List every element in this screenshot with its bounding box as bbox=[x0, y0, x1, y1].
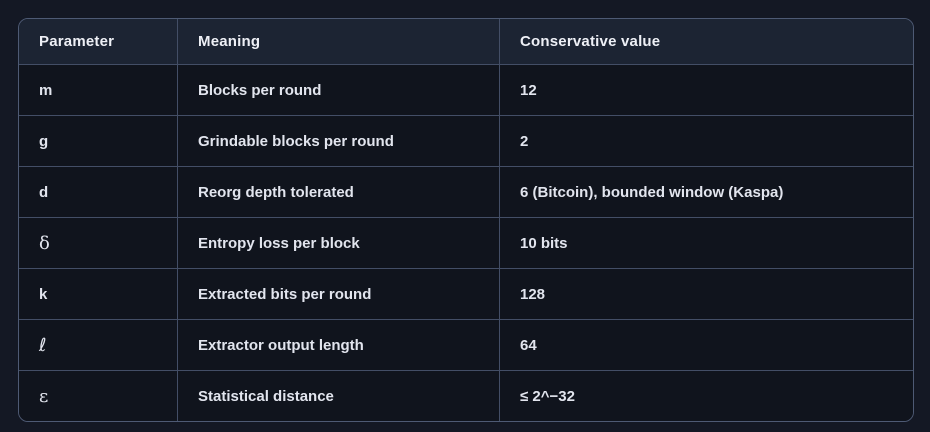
column-header-conservative-value: Conservative value bbox=[499, 19, 913, 64]
table-row: g Grindable blocks per round 2 bbox=[19, 115, 913, 166]
table-row: δ Entropy loss per block 10 bits bbox=[19, 217, 913, 268]
cell-value: 64 bbox=[499, 320, 913, 370]
cell-value: 128 bbox=[499, 269, 913, 319]
cell-parameter: ℓ bbox=[39, 334, 47, 356]
table-row: ℓ Extractor output length 64 bbox=[19, 319, 913, 370]
table-header-row: Parameter Meaning Conservative value bbox=[19, 19, 913, 64]
table-row: ε Statistical distance ≤ 2^−32 bbox=[19, 370, 913, 421]
cell-value: 10 bits bbox=[499, 218, 913, 268]
cell-parameter: k bbox=[39, 285, 48, 303]
table-row: k Extracted bits per round 128 bbox=[19, 268, 913, 319]
column-header-parameter: Parameter bbox=[39, 33, 115, 50]
cell-meaning: Reorg depth tolerated bbox=[177, 167, 499, 217]
cell-parameter: g bbox=[39, 132, 49, 150]
cell-value: 6 (Bitcoin), bounded window (Kaspa) bbox=[499, 167, 913, 217]
parameters-table: Parameter Meaning Conservative value m B… bbox=[18, 18, 914, 422]
cell-value: 2 bbox=[499, 116, 913, 166]
table-row: d Reorg depth tolerated 6 (Bitcoin), bou… bbox=[19, 166, 913, 217]
cell-value: ≤ 2^−32 bbox=[499, 371, 913, 421]
table-body: m Blocks per round 12 g Grindable blocks… bbox=[19, 64, 913, 421]
cell-meaning: Grindable blocks per round bbox=[177, 116, 499, 166]
cell-value: 12 bbox=[499, 65, 913, 115]
cell-parameter: d bbox=[39, 183, 49, 201]
cell-parameter: ε bbox=[39, 385, 49, 407]
cell-parameter: m bbox=[39, 81, 53, 99]
column-header-meaning: Meaning bbox=[177, 19, 499, 64]
cell-meaning: Statistical distance bbox=[177, 371, 499, 421]
table-row: m Blocks per round 12 bbox=[19, 64, 913, 115]
cell-meaning: Extracted bits per round bbox=[177, 269, 499, 319]
cell-meaning: Entropy loss per block bbox=[177, 218, 499, 268]
cell-parameter: δ bbox=[39, 232, 50, 254]
cell-meaning: Extractor output length bbox=[177, 320, 499, 370]
cell-meaning: Blocks per round bbox=[177, 65, 499, 115]
